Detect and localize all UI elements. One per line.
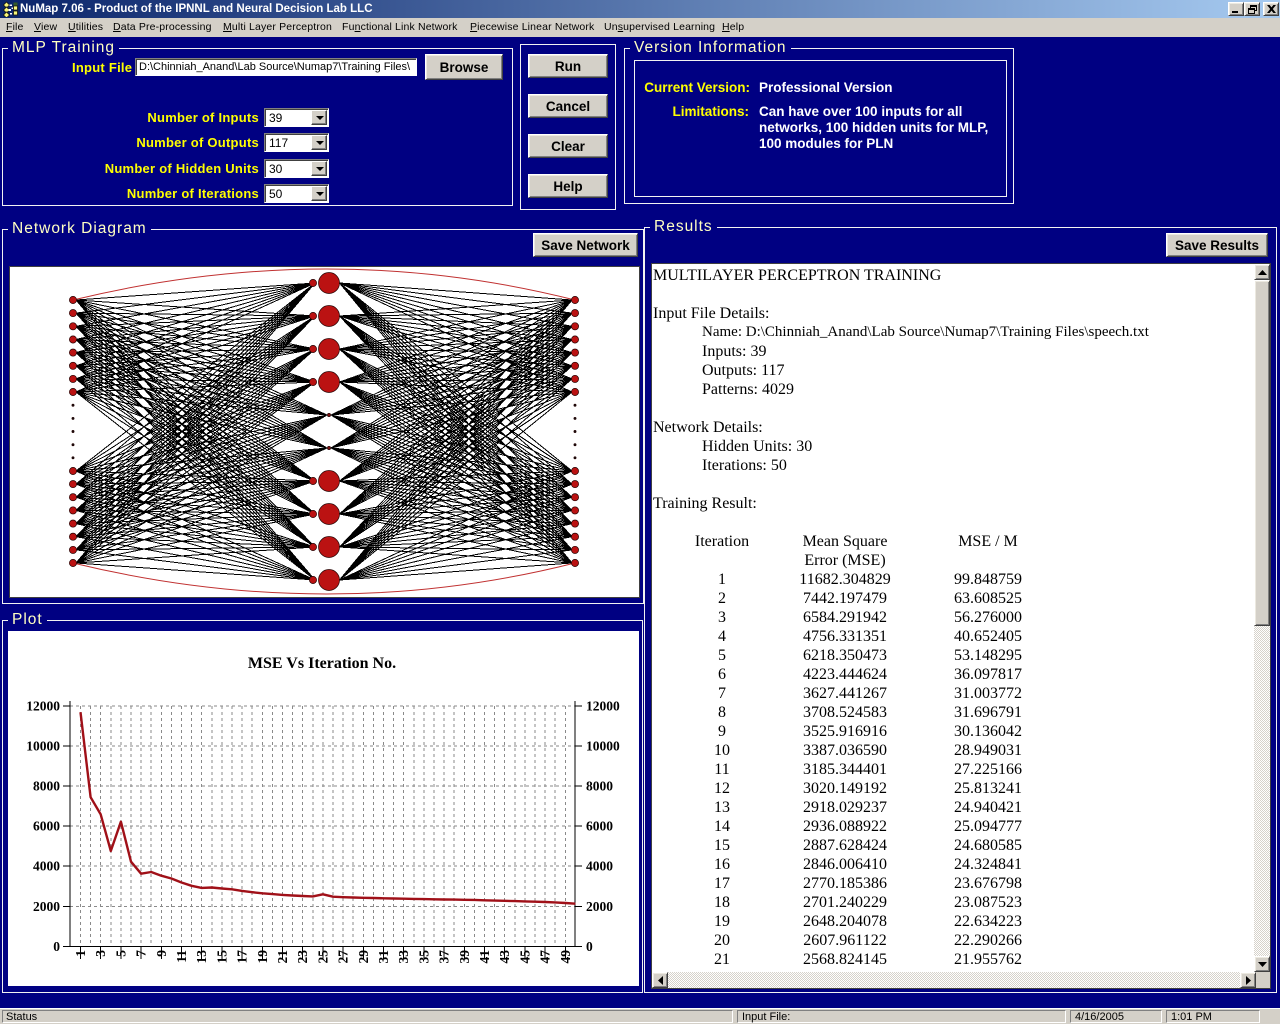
svg-text:0: 0 [53, 939, 60, 954]
svg-text:49: 49 [558, 950, 573, 964]
svg-text:0: 0 [586, 939, 593, 954]
svg-text:23: 23 [295, 950, 310, 964]
svg-text:45: 45 [517, 950, 532, 964]
svg-text:6000: 6000 [33, 819, 60, 834]
svg-text:27: 27 [336, 950, 351, 964]
svg-text:10000: 10000 [26, 738, 60, 753]
svg-text:31: 31 [376, 950, 391, 964]
svg-text:43: 43 [497, 950, 512, 964]
svg-text:11: 11 [174, 950, 189, 963]
svg-text:12000: 12000 [26, 698, 60, 713]
svg-text:6000: 6000 [586, 819, 613, 834]
svg-text:8000: 8000 [586, 779, 613, 794]
svg-text:39: 39 [457, 950, 472, 964]
svg-text:5: 5 [113, 950, 128, 957]
svg-text:25: 25 [315, 950, 330, 964]
svg-text:9: 9 [154, 950, 169, 957]
svg-text:2000: 2000 [33, 899, 60, 914]
svg-text:47: 47 [538, 950, 553, 964]
svg-text:35: 35 [416, 950, 431, 964]
svg-text:41: 41 [477, 950, 492, 964]
svg-text:15: 15 [214, 950, 229, 964]
svg-text:3: 3 [93, 950, 108, 957]
svg-text:8000: 8000 [33, 779, 60, 794]
svg-text:12000: 12000 [586, 698, 620, 713]
svg-text:1: 1 [73, 950, 88, 957]
svg-text:10000: 10000 [586, 738, 620, 753]
svg-text:21: 21 [275, 950, 290, 964]
svg-text:13: 13 [194, 950, 209, 964]
svg-text:4000: 4000 [33, 859, 60, 874]
svg-text:7: 7 [134, 950, 149, 957]
svg-text:4000: 4000 [586, 859, 613, 874]
svg-text:17: 17 [235, 950, 250, 964]
svg-text:37: 37 [437, 950, 452, 964]
svg-text:MSE Vs Iteration No.: MSE Vs Iteration No. [248, 655, 396, 672]
svg-text:19: 19 [255, 950, 270, 964]
svg-text:2000: 2000 [586, 899, 613, 914]
svg-text:29: 29 [356, 950, 371, 964]
svg-text:33: 33 [396, 950, 411, 964]
